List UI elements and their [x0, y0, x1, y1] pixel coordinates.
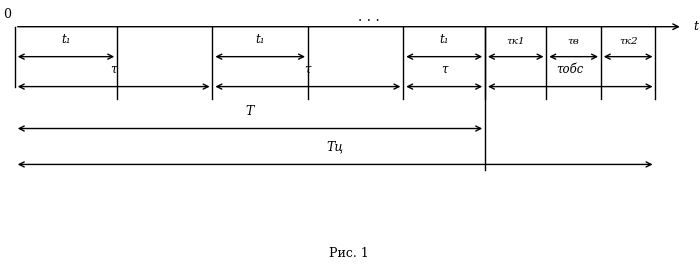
- Text: t₁: t₁: [440, 33, 449, 46]
- Text: τобс: τобс: [556, 63, 584, 76]
- Text: 0: 0: [4, 8, 11, 21]
- Text: t₁: t₁: [61, 33, 71, 46]
- Text: Рис. 1: Рис. 1: [329, 247, 369, 260]
- Text: τк1: τк1: [506, 37, 525, 46]
- Text: τ: τ: [111, 63, 117, 76]
- Text: τ: τ: [441, 63, 447, 76]
- Text: Tц: Tц: [327, 141, 344, 154]
- Text: T: T: [246, 105, 254, 118]
- Text: t₁: t₁: [256, 33, 265, 46]
- Text: t: t: [693, 20, 698, 33]
- Text: τв: τв: [568, 37, 580, 46]
- Text: τ: τ: [304, 63, 312, 76]
- Text: · · ·: · · ·: [358, 14, 380, 28]
- Text: τк2: τк2: [619, 37, 638, 46]
